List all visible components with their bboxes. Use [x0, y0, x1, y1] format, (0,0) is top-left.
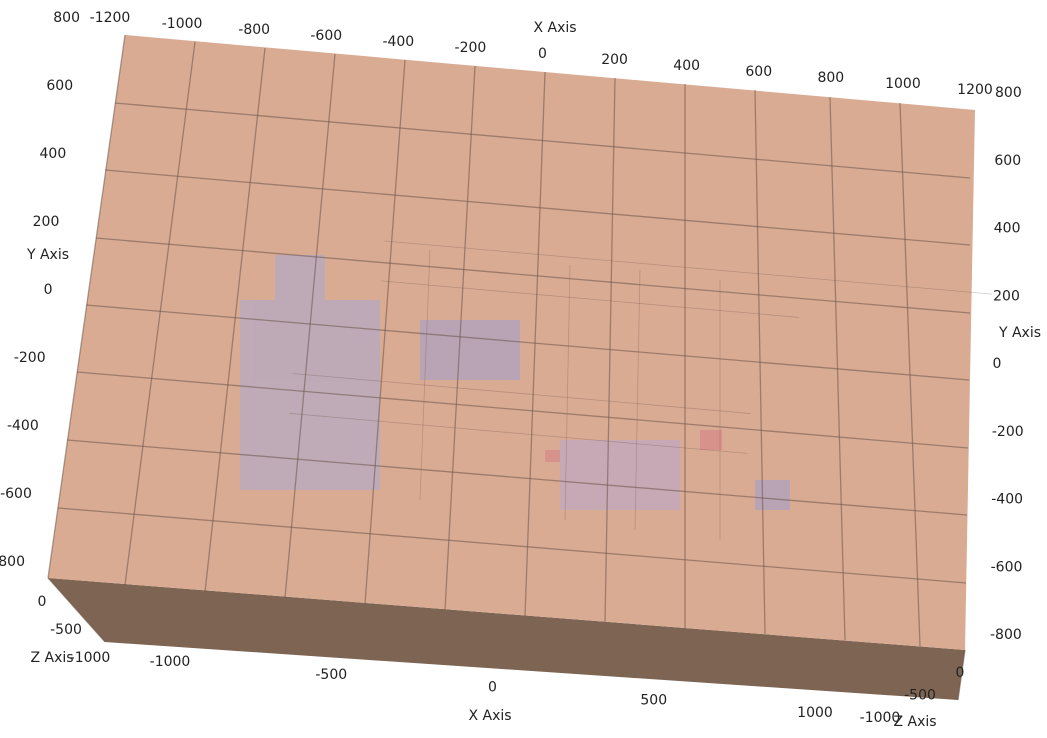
box-bottom: [48, 578, 965, 700]
tick-label: 0: [38, 594, 47, 610]
tick-label: 0: [488, 680, 497, 696]
tick-label: 400: [994, 221, 1021, 237]
tick-label: 1000: [885, 76, 921, 92]
tick-label: -500: [315, 667, 347, 683]
tick-label: 600: [745, 64, 772, 80]
tick-label: 200: [993, 288, 1020, 304]
tick-label: -200: [14, 350, 46, 366]
axis-title: X Axis: [533, 20, 576, 36]
tick-label: 200: [601, 52, 628, 68]
tick-label: 0: [44, 282, 53, 298]
cells: [240, 255, 790, 510]
axis-title: Z Axis: [893, 714, 936, 730]
tick-label: 800: [53, 10, 80, 26]
tick-label: 1200: [957, 82, 993, 98]
tick-label: -400: [382, 34, 414, 50]
tick-label: 500: [640, 692, 667, 708]
grid: [47, 34, 971, 701]
tick-label: -1200: [90, 10, 131, 26]
tick-label: 0: [956, 665, 965, 681]
tick-label: -800: [990, 627, 1022, 643]
tick-label: -600: [310, 28, 342, 44]
axis-title: Y Axis: [998, 325, 1041, 341]
tick-label: 200: [33, 214, 60, 230]
tick-label: 400: [673, 58, 700, 74]
tick-label: -200: [992, 424, 1024, 440]
tick-label: -1000: [70, 650, 111, 666]
tick-label: -800: [0, 554, 25, 570]
axis-title: Z Axis: [30, 650, 73, 666]
tick-label: 400: [40, 146, 67, 162]
tick-label: 0: [538, 46, 547, 62]
tick-label: 800: [817, 70, 844, 86]
tick-label: -200: [455, 40, 487, 56]
tick-label: 600: [46, 78, 73, 94]
tick-label: -1000: [860, 710, 901, 726]
tick-label: -800: [238, 22, 270, 38]
tick-label: 800: [995, 85, 1022, 101]
axis-title: Y Axis: [26, 247, 69, 263]
axis-title: X Axis: [468, 708, 511, 724]
tick-label: 0: [993, 356, 1002, 372]
tick-label: -400: [7, 418, 39, 434]
tick-label: -1000: [150, 654, 191, 670]
tick-label: -600: [991, 559, 1023, 575]
tick-label: 600: [994, 153, 1021, 169]
tick-label: -1000: [162, 16, 203, 32]
tick-label: -500: [50, 622, 82, 638]
tick-label: -400: [991, 492, 1023, 508]
tick-label: 1000: [797, 705, 833, 721]
tick-label: -600: [0, 486, 32, 502]
fine-grid: [288, 240, 993, 540]
tick-label: -500: [904, 688, 936, 704]
